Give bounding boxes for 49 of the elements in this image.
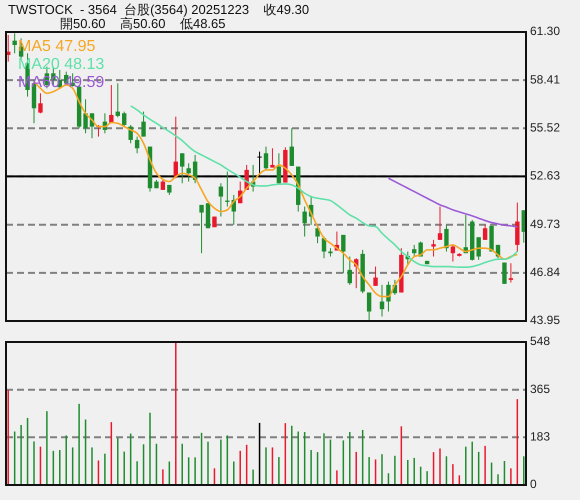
candlestick [174,116,178,179]
y-tick-label: 49.73 [530,216,560,231]
candlestick [508,262,514,284]
y-tick-label: 58.41 [530,72,560,86]
candlestick [444,224,449,252]
candlestick [186,162,191,182]
candlestick [290,128,294,166]
candlestick [276,152,282,184]
candlestick [218,182,224,218]
candlestick [134,136,140,154]
candlestick [270,148,275,168]
y-tick-label: 61.30 [530,24,560,38]
candlestick [450,244,456,262]
candlestick [502,262,507,284]
candlestick [225,171,230,208]
candlestick [515,202,520,252]
y-tick-label: 43.95 [530,313,560,328]
candlestick [366,292,372,321]
candlestick [438,206,442,240]
candlestick [302,206,307,238]
candlestick [160,179,166,190]
candlestick [199,204,204,254]
y-tick-label: 46.84 [530,265,560,280]
candlestick [192,154,198,184]
candlestick [348,256,352,286]
candlestick [373,266,378,286]
y-tick-label: 0 [530,477,537,492]
candlestick [264,146,268,170]
chart-title: TWSTOCK - 3564 台股(3564) 20251223 收49.30 [8,2,310,17]
candlestick [412,244,416,256]
candlestick [116,82,120,118]
y-tick-label: 52.63 [530,168,560,183]
candlestick [482,224,488,240]
chart-subtitle: 開50.60 高50.60 低48.65 [60,16,226,31]
candlestick [122,111,126,128]
candlestick [341,234,346,274]
candlestick [431,239,436,258]
candlestick [141,111,146,138]
candlestick [109,84,114,124]
candlestick [180,152,184,184]
y-tick-label: 548 [530,334,550,348]
line-series [130,105,518,268]
candlestick [12,32,17,54]
candlestick [38,92,43,114]
y-tick-label: 365 [530,382,550,396]
y-tick-label: 183 [530,429,550,444]
candlestick [476,236,481,260]
y-tick-label: 55.52 [530,120,560,134]
candlestick [83,98,88,134]
